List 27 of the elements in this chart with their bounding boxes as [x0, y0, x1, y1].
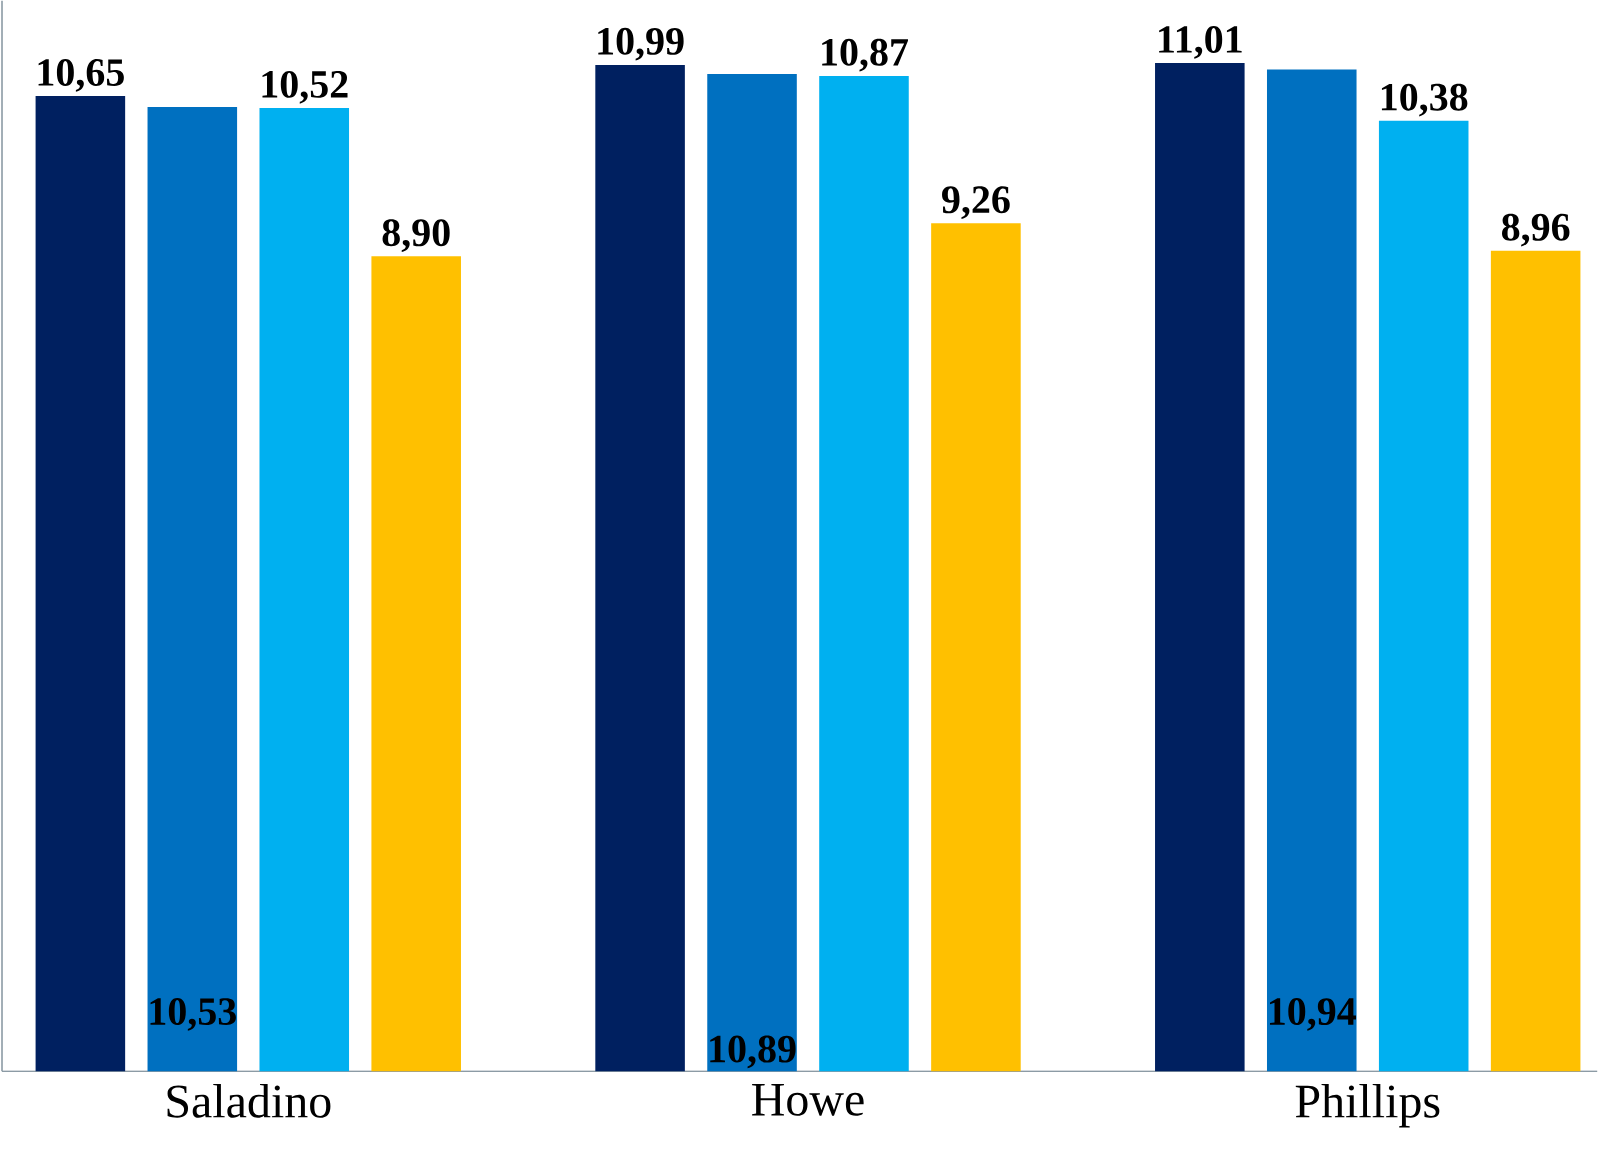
bar [1490, 250, 1581, 1072]
data-label: 10,65 [38, 58, 124, 92]
bar [595, 64, 685, 1072]
x-tick-label: Saladino [167, 1083, 331, 1118]
data-label: 8,90 [382, 219, 450, 252]
data-label: 10,38 [1381, 83, 1468, 117]
bar [147, 106, 238, 1072]
data-label: 10,89 [710, 1035, 796, 1069]
bar [35, 95, 126, 1072]
data-label: 10,52 [262, 70, 348, 104]
bar [931, 223, 1021, 1072]
data-label: 11,01 [1159, 25, 1242, 59]
data-label: 10,99 [598, 27, 684, 61]
bar [707, 73, 797, 1072]
bar [1155, 62, 1245, 1072]
data-label: 10,94 [1269, 997, 1356, 1031]
bar [259, 107, 350, 1072]
data-label: 10,87 [822, 38, 908, 72]
data-label: 10,53 [150, 997, 236, 1031]
bar [1378, 120, 1469, 1072]
x-tick-label: Howe [752, 1083, 864, 1116]
bar [371, 256, 461, 1072]
x-tick-label: Phillips [1295, 1083, 1440, 1128]
bar [819, 75, 909, 1072]
data-label: 8,96 [1502, 213, 1570, 247]
data-label: 9,26 [942, 186, 1010, 219]
bar [1266, 69, 1357, 1072]
